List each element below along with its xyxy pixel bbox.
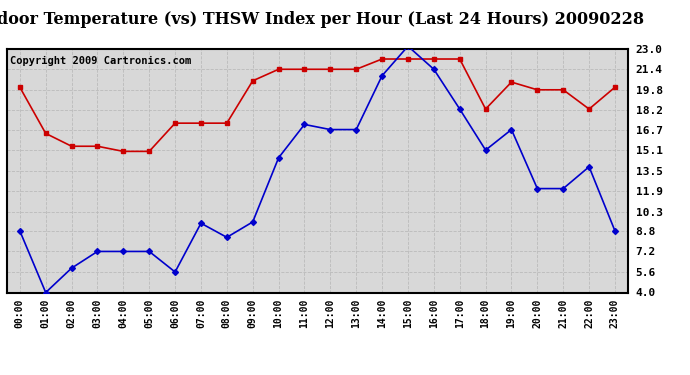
Text: Copyright 2009 Cartronics.com: Copyright 2009 Cartronics.com	[10, 56, 191, 66]
Text: Outdoor Temperature (vs) THSW Index per Hour (Last 24 Hours) 20090228: Outdoor Temperature (vs) THSW Index per …	[0, 11, 644, 28]
